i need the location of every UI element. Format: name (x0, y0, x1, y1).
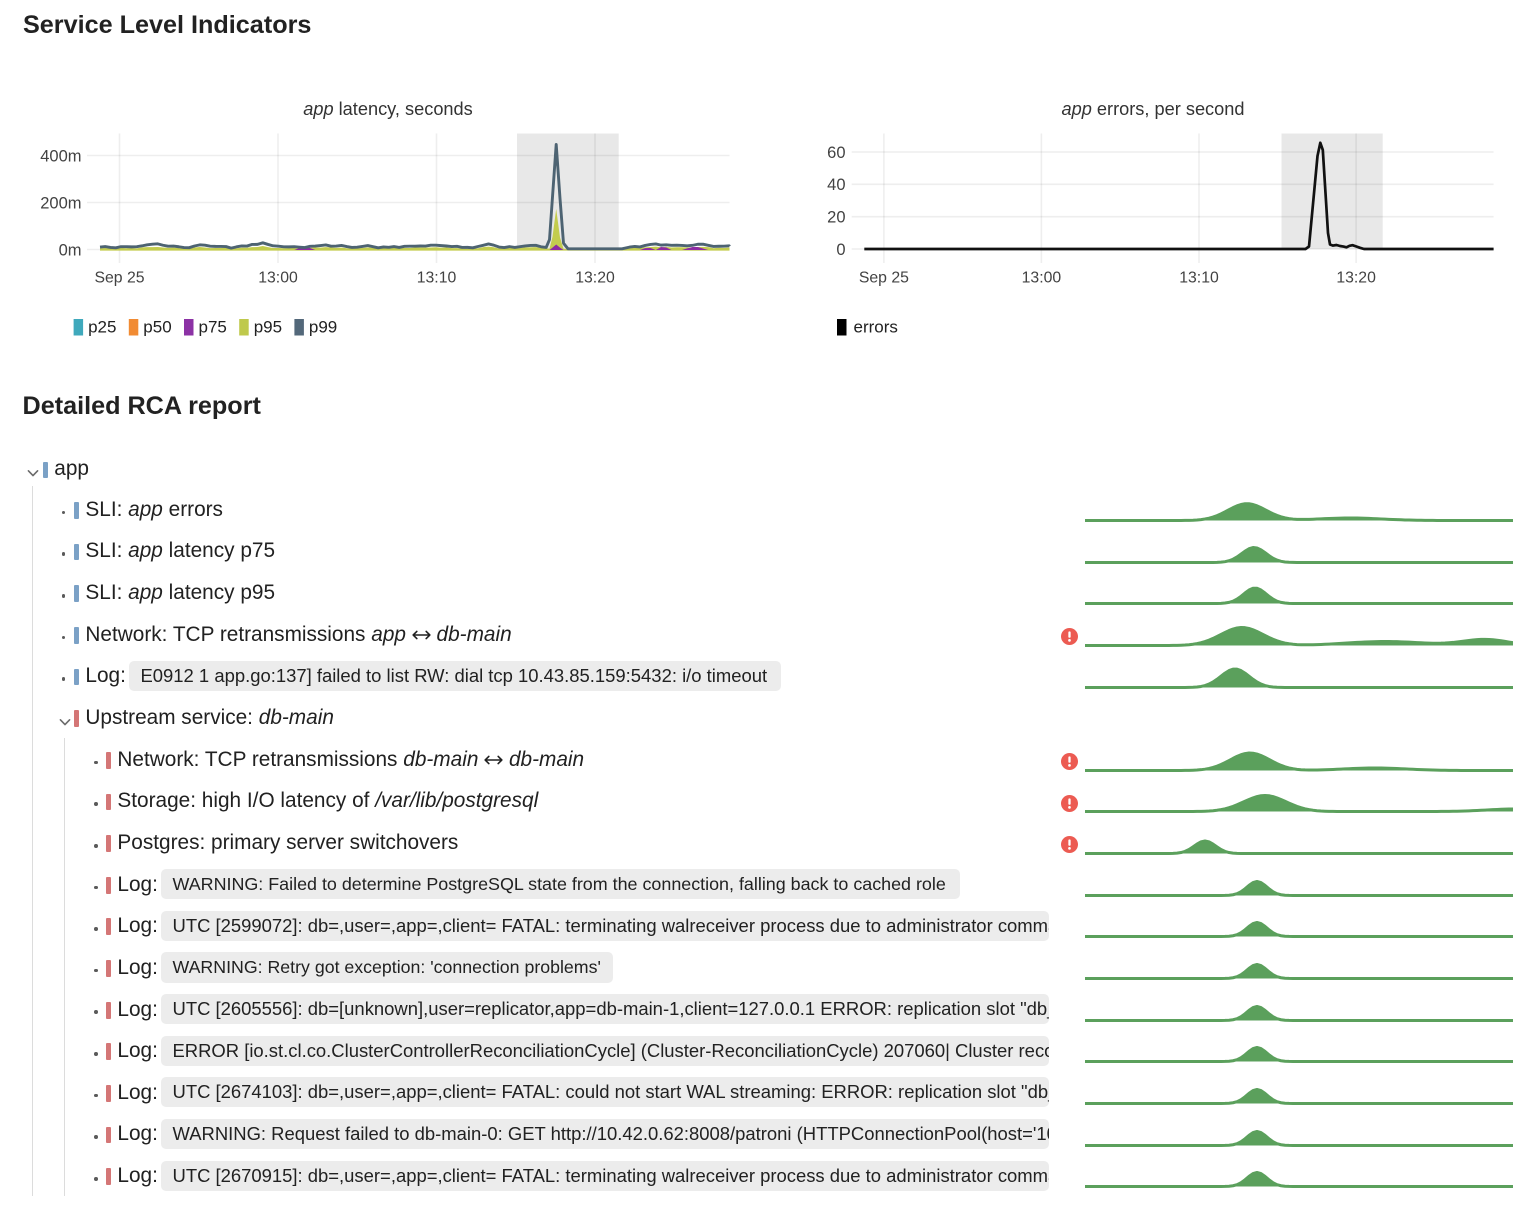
svg-text:p25: p25 (88, 318, 116, 337)
svg-text:60: 60 (827, 144, 845, 162)
svg-text:0: 0 (836, 241, 845, 259)
svg-text:errors: errors (854, 318, 898, 337)
svg-text:13:00: 13:00 (258, 270, 298, 287)
svg-text:13:20: 13:20 (1336, 270, 1376, 287)
svg-text:13:20: 13:20 (575, 270, 615, 287)
svg-text:13:10: 13:10 (1179, 270, 1219, 287)
svg-text:Sep 25: Sep 25 (94, 270, 144, 287)
svg-text:p95: p95 (254, 318, 282, 337)
svg-text:Sep 25: Sep 25 (859, 270, 909, 287)
svg-text:p50: p50 (143, 318, 171, 337)
svg-text:p75: p75 (199, 318, 227, 337)
svg-text:200m: 200m (40, 194, 81, 212)
svg-text:20: 20 (827, 209, 845, 227)
svg-text:13:00: 13:00 (1022, 270, 1062, 287)
svg-text:40: 40 (827, 176, 845, 194)
svg-text:app latency, seconds: app latency, seconds (303, 99, 473, 119)
svg-text:13:10: 13:10 (417, 270, 457, 287)
svg-text:app errors, per second: app errors, per second (1062, 99, 1245, 119)
svg-text:400m: 400m (40, 147, 81, 165)
svg-text:p99: p99 (309, 318, 337, 337)
svg-text:0m: 0m (59, 241, 82, 259)
